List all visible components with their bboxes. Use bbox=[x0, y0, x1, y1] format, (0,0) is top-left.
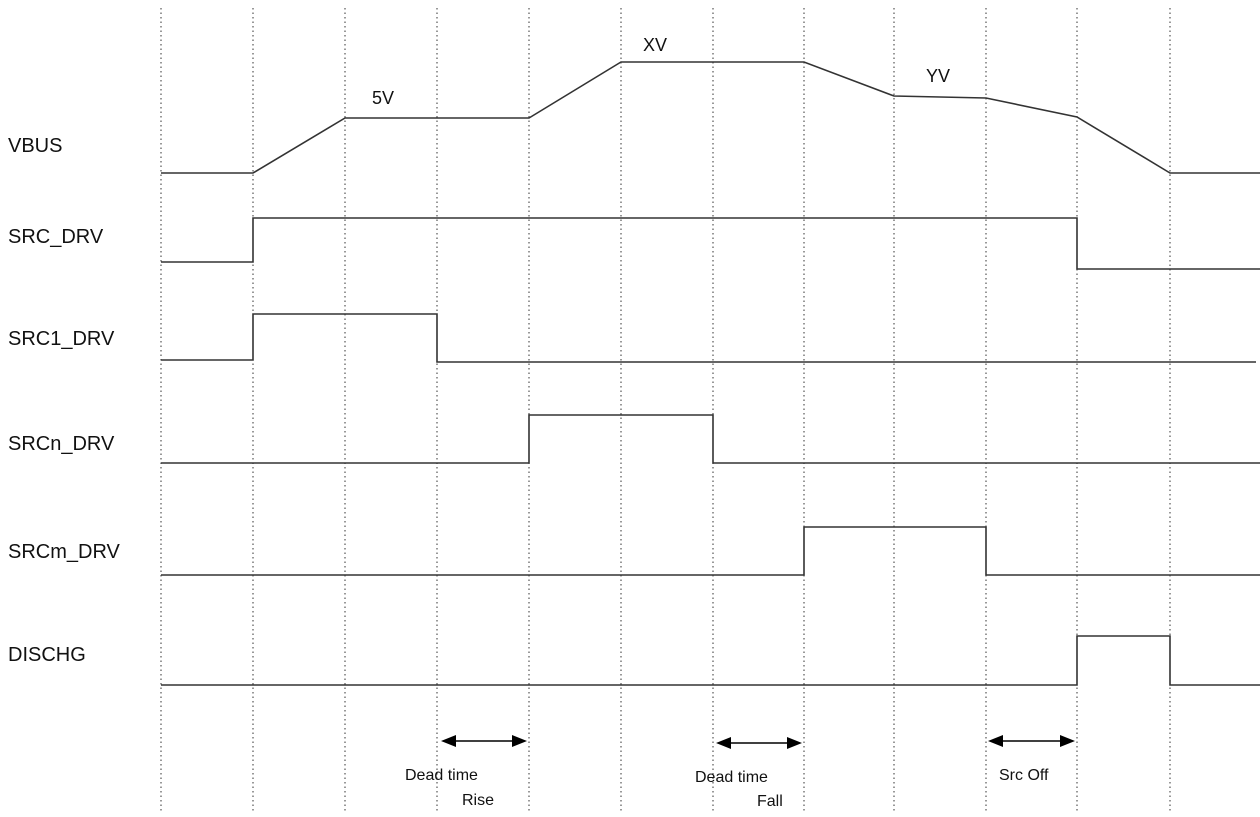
annotation-src-off: Src Off bbox=[999, 767, 1049, 784]
dead-time-rise-arrow bbox=[441, 735, 527, 747]
dead-time-fall-arrow bbox=[716, 737, 802, 749]
signal-label-srcn-drv: SRCn_DRV bbox=[8, 433, 115, 455]
annotation-dead-time-rise-line2: Rise bbox=[462, 792, 494, 809]
waveform-vbus bbox=[161, 61, 1260, 174]
annotation-dead-time-fall-line1: Dead time bbox=[695, 769, 768, 786]
waveform-dischg bbox=[161, 635, 1260, 686]
signal-label-srcm-drv: SRCm_DRV bbox=[8, 541, 121, 563]
annotation-dead-time-fall-line2: Fall bbox=[757, 793, 783, 810]
time-grid bbox=[160, 8, 1171, 812]
src-off-arrow bbox=[988, 735, 1075, 747]
signal-label-src1-drv: SRC1_DRV bbox=[8, 328, 115, 350]
annotation-dead-time-rise-line1: Dead time bbox=[405, 767, 478, 784]
waveform-src1-drv bbox=[161, 313, 1256, 363]
waveform-srcm-drv bbox=[161, 526, 1260, 576]
level-label-5v: 5V bbox=[372, 88, 394, 108]
level-label-yv: YV bbox=[926, 66, 950, 86]
waveform-srcn-drv bbox=[161, 414, 1260, 464]
level-label-xv: XV bbox=[643, 35, 667, 55]
signal-label-src-drv: SRC_DRV bbox=[8, 226, 104, 248]
signal-label-vbus: VBUS bbox=[8, 135, 62, 157]
signal-label-dischg: DISCHG bbox=[8, 644, 86, 666]
signal-labels: VBUS SRC_DRV SRC1_DRV SRCn_DRV SRCm_DRV … bbox=[8, 135, 121, 666]
waveform-src-drv bbox=[161, 217, 1260, 270]
